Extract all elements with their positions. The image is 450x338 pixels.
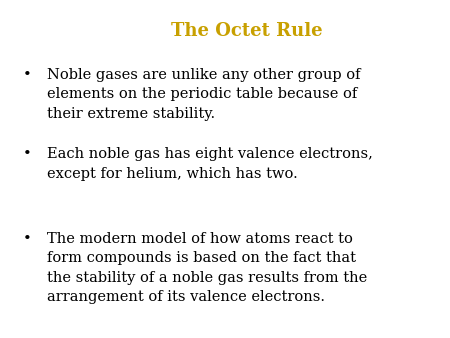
Text: •: • xyxy=(22,68,32,81)
Text: The Octet Rule: The Octet Rule xyxy=(171,22,323,40)
Text: •: • xyxy=(22,147,32,161)
Text: •: • xyxy=(22,232,32,245)
Text: Each noble gas has eight valence electrons,
except for helium, which has two.: Each noble gas has eight valence electro… xyxy=(47,147,373,180)
Text: Noble gases are unlike any other group of
elements on the periodic table because: Noble gases are unlike any other group o… xyxy=(47,68,361,121)
Text: The modern model of how atoms react to
form compounds is based on the fact that
: The modern model of how atoms react to f… xyxy=(47,232,368,304)
